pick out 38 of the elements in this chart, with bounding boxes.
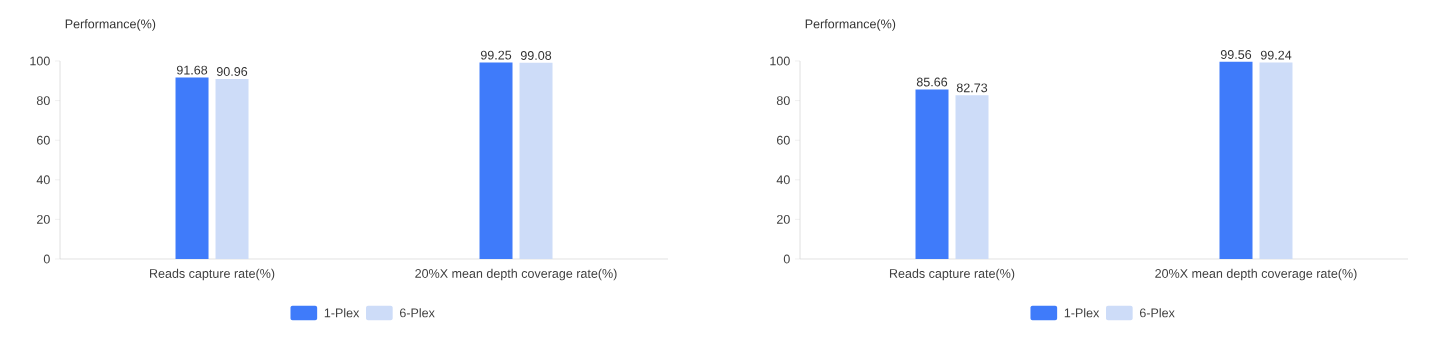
legend-label: 1-Plex (324, 308, 360, 318)
y-tick-label: 80 (776, 96, 790, 106)
data-label: 90.96 (216, 67, 248, 76)
y-tick-label: 100 (770, 56, 790, 66)
y-tick-label: 20 (37, 214, 50, 224)
x-tick-label: 20%X mean depth coverage rate(%) (415, 268, 617, 281)
bar (175, 77, 209, 259)
y-axis-title: Performance(%) (65, 19, 156, 31)
bar (479, 62, 513, 259)
y-tick-label: 0 (783, 254, 790, 264)
bar (915, 89, 949, 259)
data-label: 85.66 (916, 77, 948, 87)
bar (215, 78, 249, 259)
bar (519, 62, 553, 259)
legend-label: 1-Plex (1064, 308, 1100, 318)
data-label: 99.24 (1260, 50, 1292, 60)
x-tick-label: 20%X mean depth coverage rate(%) (1155, 268, 1357, 281)
y-tick-label: 60 (37, 135, 50, 145)
y-tick-label: 100 (30, 56, 50, 66)
y-tick-label: 40 (36, 175, 50, 185)
y-tick-label: 60 (776, 135, 790, 145)
data-label: 99.08 (520, 51, 552, 60)
bar (955, 95, 989, 259)
bar (1259, 62, 1293, 259)
data-label: 82.73 (956, 83, 988, 93)
y-tick-label: 80 (36, 96, 50, 106)
x-tick-label: Reads capture rate(%) (889, 268, 1015, 281)
y-tick-label: 20 (776, 214, 790, 224)
data-label: 91.68 (176, 65, 208, 75)
legend-label: 6-Plex (399, 308, 435, 318)
y-axis-title: Performance(%) (805, 19, 896, 31)
x-tick-label: Reads capture rate(%) (150, 268, 275, 281)
bar (1219, 61, 1253, 259)
data-label: 99.25 (480, 50, 512, 60)
legend-label: 6-Plex (1139, 308, 1175, 318)
data-label: 99.56 (1220, 50, 1252, 59)
y-tick-label: 0 (43, 254, 50, 264)
y-tick-label: 40 (776, 175, 790, 185)
